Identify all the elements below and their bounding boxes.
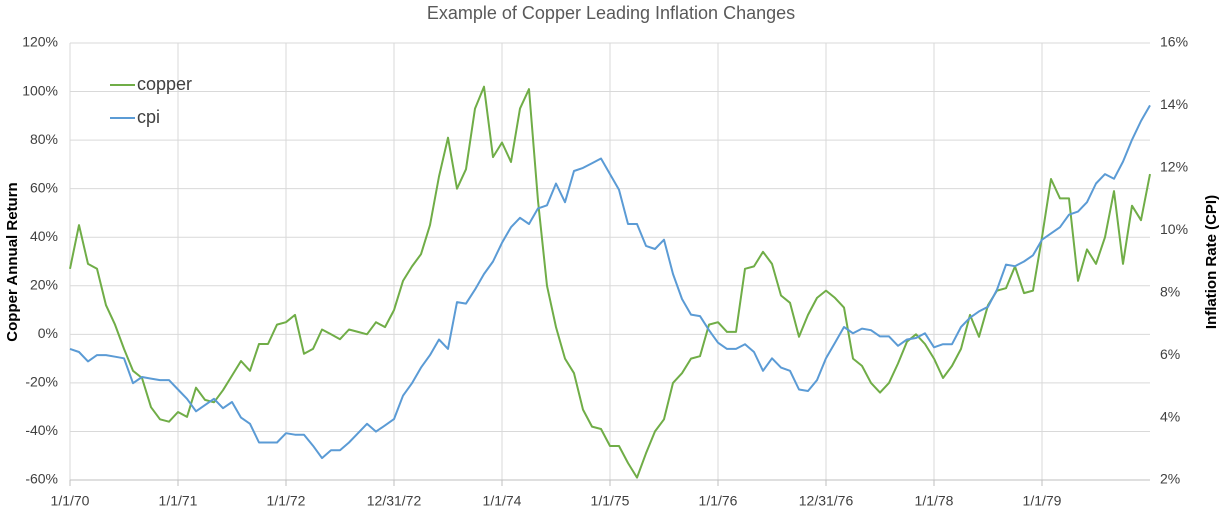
y-tick-label: 0% (38, 325, 58, 341)
y-tick-label: 40% (30, 228, 58, 244)
y2-tick-label: 16% (1160, 34, 1188, 50)
x-tick-label: 1/1/74 (483, 493, 522, 509)
y2-tick-label: 14% (1160, 96, 1188, 112)
chart-title: Example of Copper Leading Inflation Chan… (427, 3, 795, 23)
y2-tick-label: 6% (1160, 346, 1180, 362)
y-tick-label: 20% (30, 276, 58, 292)
data-line (69, 104, 1151, 460)
y2-axis-title: Inflation Rate (CPI) (1203, 195, 1220, 329)
y-tick-label: -20% (25, 374, 58, 390)
y-tick-label: 120% (22, 34, 58, 50)
x-tick-label: 1/1/79 (1023, 493, 1062, 509)
x-tick-label: 1/1/78 (915, 493, 954, 509)
data-line (69, 85, 1151, 479)
x-tick-label: 12/31/76 (799, 493, 854, 509)
y-tick-label: -40% (25, 422, 58, 438)
y-tick-label: 80% (30, 131, 58, 147)
x-tick-label: 1/1/75 (591, 493, 630, 509)
y2-tick-label: 2% (1160, 471, 1180, 487)
y2-tick-label: 10% (1160, 221, 1188, 237)
y-axis-title: Copper Annual Return (4, 182, 21, 341)
legend-label: copper (137, 74, 192, 94)
x-tick-label: 1/1/71 (159, 493, 198, 509)
y2-tick-label: 4% (1160, 408, 1180, 424)
y-tick-label: -60% (25, 471, 58, 487)
y2-tick-label: 8% (1160, 283, 1180, 299)
x-tick-label: 1/1/76 (699, 493, 738, 509)
y-tick-label: 60% (30, 179, 58, 195)
x-tick-label: 12/31/72 (367, 493, 422, 509)
legend-label: cpi (137, 107, 160, 127)
y-tick-label: 100% (22, 82, 58, 98)
x-tick-label: 1/1/70 (51, 493, 90, 509)
x-tick-label: 1/1/72 (267, 493, 306, 509)
y2-tick-label: 12% (1160, 159, 1188, 175)
